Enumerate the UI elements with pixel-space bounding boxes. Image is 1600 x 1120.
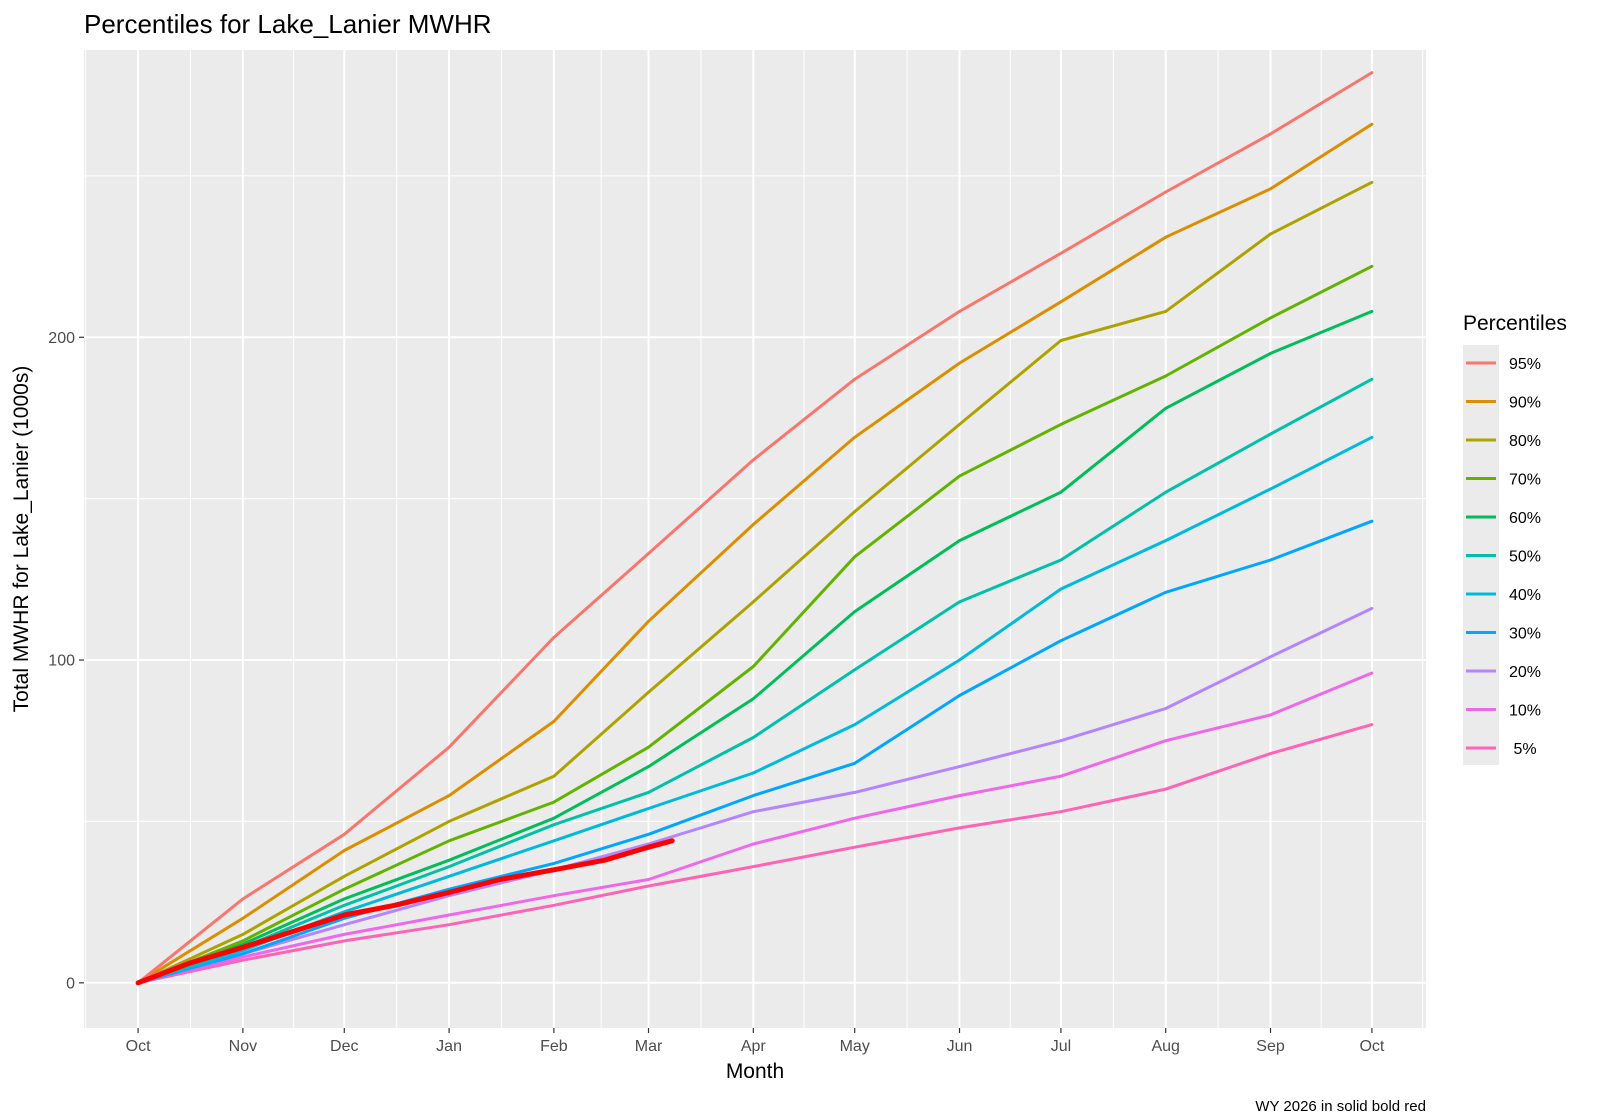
series-line: [136, 723, 1374, 985]
x-tick-label: Jul: [1051, 1038, 1071, 1055]
legend-label: 50%: [1509, 549, 1541, 566]
x-tick-label: May: [840, 1038, 870, 1055]
series-line: [136, 309, 1374, 985]
x-tick-label: Aug: [1151, 1038, 1179, 1055]
x-tick-label: Oct: [1359, 1038, 1384, 1055]
legend-label: 20%: [1509, 664, 1541, 681]
legend-label: 60%: [1509, 510, 1541, 527]
legend-label: 5%: [1509, 741, 1537, 758]
legend: Percentiles 95% 90% 80% 70% 60% 50% 40% 30% 20% 1…: [1463, 312, 1567, 765]
x-tick-label: Jan: [436, 1038, 462, 1055]
x-tick-label: Jun: [947, 1038, 973, 1055]
series-line: [136, 71, 1374, 985]
y-axis-title: Total MWHR for Lake_Lanier (1000s): [10, 366, 33, 713]
x-tick-label: Dec: [330, 1038, 358, 1055]
series-line: [136, 606, 1374, 985]
legend-label: 10%: [1509, 703, 1541, 720]
series-lines: [136, 71, 1374, 985]
legend-label: 80%: [1509, 433, 1541, 450]
series-line: [136, 180, 1374, 985]
series-line: [136, 264, 1374, 985]
series-line: [136, 671, 1374, 985]
grid-minor: [84, 50, 1426, 1028]
y-axis: 0 100 200: [48, 330, 84, 992]
y-tick-label: 200: [48, 330, 75, 347]
x-tick-label: Nov: [229, 1038, 257, 1055]
current-year-path: [135, 838, 675, 986]
x-axis-title: Month: [726, 1060, 784, 1083]
x-tick-label: Apr: [741, 1038, 767, 1055]
series-line: [136, 377, 1374, 985]
x-tick-label: Mar: [635, 1038, 663, 1055]
chart-caption: WY 2026 in solid bold red: [1255, 1098, 1426, 1115]
series-line: [136, 122, 1374, 985]
legend-label: 40%: [1509, 587, 1541, 604]
chart-title: Percentiles for Lake_Lanier MWHR: [84, 9, 492, 39]
x-tick-label: Feb: [540, 1038, 568, 1055]
legend-label: 95%: [1509, 356, 1541, 373]
x-tick-label: Oct: [126, 1038, 151, 1055]
series-line: [136, 435, 1374, 985]
legend-label: 30%: [1509, 626, 1541, 643]
series-line: [136, 519, 1374, 985]
y-tick-label: 0: [66, 975, 75, 992]
legend-label: 90%: [1509, 395, 1541, 412]
x-axis: Oct Nov Dec Jan Feb Mar Apr May Jun Jul Aug Sep Oct: [126, 1028, 1385, 1055]
legend-items: 95% 90% 80% 70% 60% 50% 40% 30% 20% 10% 5%: [1466, 356, 1541, 758]
legend-label: 70%: [1509, 472, 1541, 489]
current-year-line: [135, 838, 675, 986]
y-tick-label: 100: [48, 653, 75, 670]
plot-panel: [84, 50, 1426, 1028]
x-tick-label: Sep: [1256, 1038, 1285, 1055]
legend-title: Percentiles: [1463, 312, 1567, 335]
